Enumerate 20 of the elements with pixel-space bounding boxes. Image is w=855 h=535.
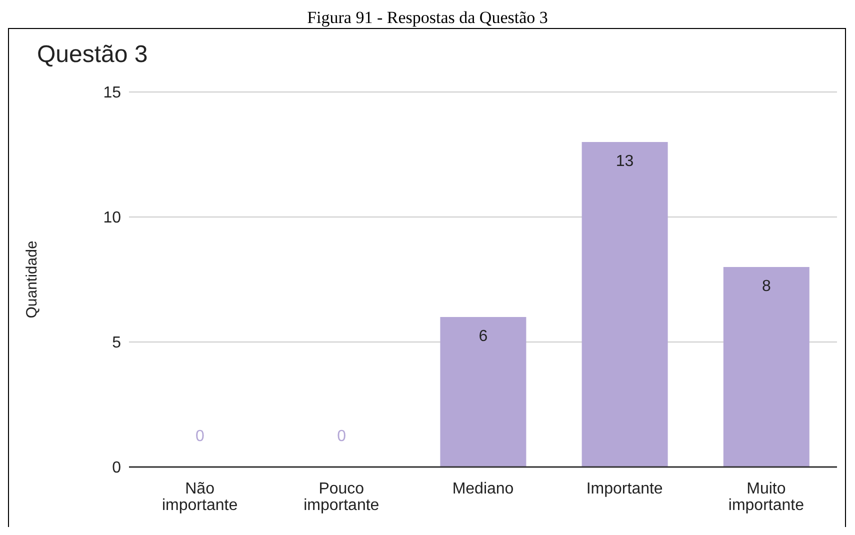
x-tick-label: Mediano <box>452 480 514 498</box>
data-label: 6 <box>478 328 488 345</box>
y-tick-label: 0 <box>112 460 122 477</box>
x-tick-label: Importante <box>586 480 663 498</box>
x-tick-label: Muito importante <box>728 480 804 514</box>
data-label: 0 <box>337 428 346 445</box>
x-tick-label: Não importante <box>162 480 238 514</box>
bar <box>723 267 810 467</box>
data-label: 0 <box>196 428 205 445</box>
chart-title: Questão 3 <box>37 41 148 69</box>
x-tick-label: Pouco importante <box>304 480 380 514</box>
data-label: 8 <box>762 278 771 295</box>
y-axis-title: Quantidade <box>23 240 40 318</box>
bar <box>582 142 668 467</box>
y-tick-label: 15 <box>103 84 122 102</box>
y-tick-label: 10 <box>103 210 122 227</box>
y-tick-label: 5 <box>112 334 122 352</box>
bar <box>440 317 526 467</box>
text: Figura 91 - Respostas da Questão 3 <box>306 8 549 28</box>
data-label: 13 <box>616 153 634 170</box>
